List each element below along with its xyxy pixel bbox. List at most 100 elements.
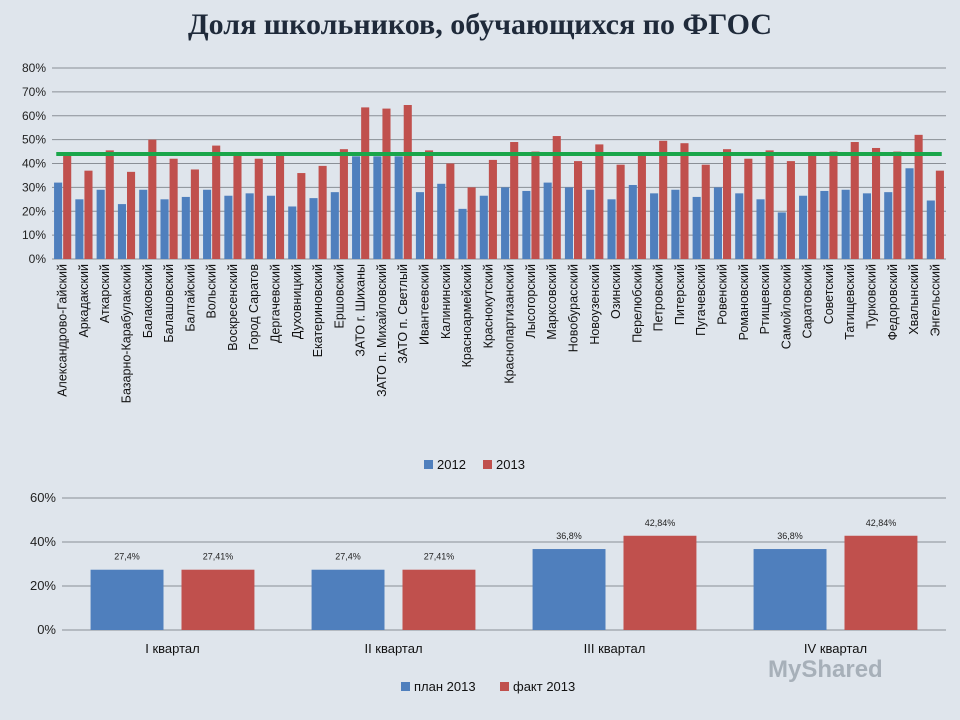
x-tick-label: Воскресенский <box>226 264 240 351</box>
bar-факт-2013 <box>402 569 476 630</box>
bar-2013 <box>425 150 434 259</box>
x-tick-label: Ровенский <box>716 264 730 325</box>
bar-2013 <box>637 152 646 259</box>
bar-план-2013 <box>532 549 606 630</box>
watermark-logo: MyShared <box>768 656 883 683</box>
y-tick-label: 10% <box>22 228 46 242</box>
bar-2012 <box>713 187 722 259</box>
legend-swatch <box>401 682 410 691</box>
legend-label: 2013 <box>496 457 525 472</box>
bar-2012 <box>586 189 595 259</box>
x-tick-label: Новобурасский <box>567 264 581 352</box>
x-tick-label: Дергачевский <box>269 264 283 343</box>
x-tick-label: Аткарский <box>98 264 112 323</box>
bar-2013 <box>914 134 923 259</box>
bar-2013 <box>212 145 221 259</box>
bar-2013 <box>701 164 710 259</box>
bar-2013 <box>744 158 753 259</box>
bar-2013 <box>148 139 157 259</box>
legend-swatch <box>483 460 492 469</box>
y-tick-label: 0% <box>37 622 56 637</box>
x-tick-label: Самойловский <box>779 264 793 349</box>
bar-2012 <box>181 196 190 259</box>
bar-2013 <box>723 149 732 259</box>
bar-2012 <box>926 200 935 259</box>
bar-2012 <box>607 199 616 259</box>
bar-2013 <box>935 170 944 259</box>
bar-2013 <box>169 158 178 259</box>
x-tick-label: ЗАТО п. Светлый <box>396 264 410 364</box>
legend-label: 2012 <box>437 457 466 472</box>
x-tick-label: Новоузенский <box>588 264 602 345</box>
y-tick-label: 20% <box>30 578 56 593</box>
bar-2013 <box>680 143 689 259</box>
x-tick-label: Татищевский <box>843 264 857 340</box>
y-tick-label: 40% <box>22 157 46 171</box>
bar-2012 <box>415 192 424 259</box>
bar-2012 <box>352 156 361 259</box>
legend-label: план 2013 <box>414 679 476 694</box>
x-tick-label: Калининский <box>439 264 453 339</box>
bar-2012 <box>266 195 275 259</box>
bar-2013 <box>659 140 668 259</box>
x-tick-label: Екатериновский <box>311 264 325 357</box>
x-tick-label: Балаковский <box>141 264 155 338</box>
data-label: 42,84% <box>866 518 897 528</box>
x-tick-label: Энгельсский <box>928 264 942 336</box>
x-tick-label: Духовницкий <box>290 264 304 339</box>
y-tick-label: 50% <box>22 133 46 147</box>
x-tick-label: IV квартал <box>804 641 867 656</box>
bar-2013 <box>276 155 285 259</box>
bar-2013 <box>105 150 114 259</box>
y-tick-label: 20% <box>22 204 46 218</box>
bar-2013 <box>488 159 497 259</box>
bar-2013 <box>127 171 136 259</box>
legend-label: факт 2013 <box>513 679 575 694</box>
bar-2012 <box>458 208 467 259</box>
y-tick-label: 80% <box>22 61 46 75</box>
bar-2012 <box>777 212 786 259</box>
data-label: 27,41% <box>203 552 234 562</box>
bar-факт-2013 <box>844 535 918 630</box>
bar-2012 <box>54 182 63 259</box>
bar-2012 <box>139 189 148 259</box>
x-tick-label: II квартал <box>364 641 422 656</box>
bar-2012 <box>394 156 403 259</box>
bar-2012 <box>501 187 510 259</box>
bar-план-2013 <box>90 569 164 630</box>
x-tick-label: Краснопартизанский <box>503 264 517 384</box>
bar-2013 <box>84 170 93 259</box>
x-tick-label: Озинский <box>609 264 623 319</box>
bar-2012 <box>203 189 212 259</box>
bar-2013 <box>361 107 370 259</box>
bar-2013 <box>893 151 902 259</box>
x-tick-label: Красноармейский <box>460 264 474 367</box>
x-tick-label: I квартал <box>145 641 199 656</box>
bar-2013 <box>808 152 817 259</box>
x-tick-label: Город Саратов <box>247 264 261 351</box>
bar-факт-2013 <box>181 569 255 630</box>
y-tick-label: 70% <box>22 85 46 99</box>
x-tick-label: Хвалынский <box>907 264 921 335</box>
bar-2012 <box>564 187 573 259</box>
data-label: 27,41% <box>424 552 455 562</box>
bar-2012 <box>479 195 488 259</box>
y-tick-label: 60% <box>22 109 46 123</box>
x-tick-label: ЗАТО г. Шиханы <box>354 264 368 357</box>
x-tick-label: Перелюбский <box>630 264 644 343</box>
x-tick-label: Советский <box>822 264 836 324</box>
bar-2013 <box>233 155 242 259</box>
bar-2013 <box>190 169 199 259</box>
x-tick-label: Романовский <box>737 264 751 340</box>
y-tick-label: 30% <box>22 180 46 194</box>
bar-2012 <box>692 196 701 259</box>
bar-2013 <box>63 152 72 259</box>
y-tick-label: 60% <box>30 490 56 505</box>
bar-2013 <box>616 164 625 259</box>
bar-2012 <box>96 189 105 259</box>
bar-план-2013 <box>753 549 827 630</box>
x-tick-label: Турковский <box>865 264 879 329</box>
bar-2012 <box>309 198 318 259</box>
x-tick-label: Базарно-Карабулакский <box>120 264 134 403</box>
bar-2013 <box>467 187 476 259</box>
